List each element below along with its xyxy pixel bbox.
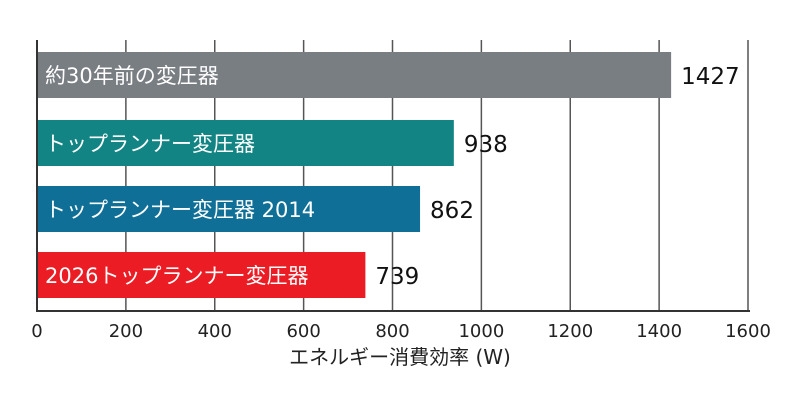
x-tick-label: 1000 <box>458 321 504 342</box>
bar-value-label: 1427 <box>681 64 740 90</box>
x-tick-label: 200 <box>109 321 143 342</box>
x-tick-label: 1200 <box>547 321 593 342</box>
bar <box>37 52 672 98</box>
bar <box>37 252 366 298</box>
x-tick-label: 600 <box>286 321 320 342</box>
x-tick-label: 1600 <box>725 321 771 342</box>
bar-category-label: トップランナー変圧器 2014 <box>45 198 315 222</box>
x-tick-label: 1400 <box>636 321 682 342</box>
bar-category-label: トップランナー変圧器 <box>45 132 255 156</box>
bars: 約30年前の変圧器 1427 トップランナー変圧器 938 トップランナー変圧器 201… <box>37 52 740 298</box>
x-axis-label: エネルギー消費効率 (W) <box>289 345 511 369</box>
bar-value-label: 938 <box>464 132 508 158</box>
bar-category-label: 約30年前の変圧器 <box>45 64 219 88</box>
x-tick-label: 800 <box>375 321 409 342</box>
x-tick-labels: 0 200 400 600 800 1000 1200 1400 1600 <box>31 321 771 342</box>
bar-category-label: 2026トップランナー変圧器 <box>45 264 308 288</box>
x-tick-label: 400 <box>198 321 232 342</box>
bar <box>37 186 421 232</box>
x-tick-label: 0 <box>31 321 42 342</box>
bar-value-label: 739 <box>375 264 419 290</box>
bar <box>37 120 454 166</box>
bar-value-label: 862 <box>430 198 474 224</box>
